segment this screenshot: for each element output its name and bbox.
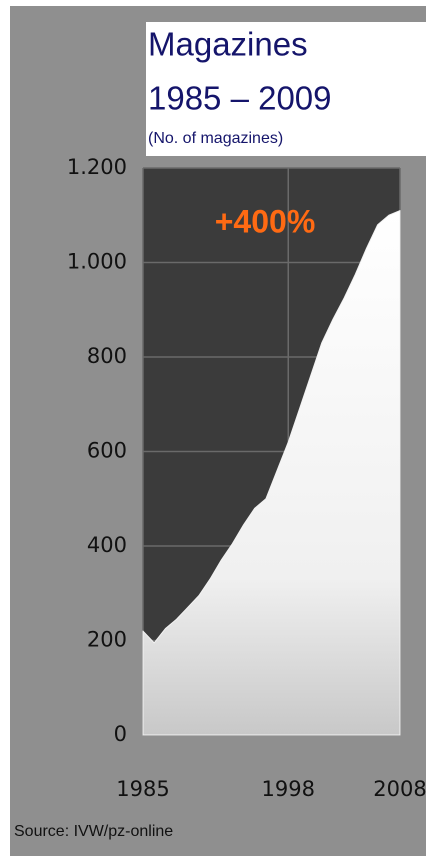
y-tick-label: 800	[87, 344, 127, 368]
x-tick-label: 1985	[116, 777, 169, 801]
y-tick-label: 400	[87, 533, 127, 557]
y-axis-label: (No. of magazines)	[148, 130, 283, 147]
annotation: +400%	[215, 203, 316, 239]
y-tick-label: 1.200	[67, 155, 127, 179]
y-tick-label: 0	[114, 722, 127, 746]
y-tick-label: 600	[87, 439, 127, 463]
chart-title: Magazines	[148, 26, 308, 63]
chart-subtitle: 1985 – 2009	[148, 80, 332, 117]
area	[142, 210, 401, 736]
x-tick-label: 2008	[373, 777, 426, 801]
source: Source: IVW/pz-online	[14, 823, 173, 840]
title-box	[146, 22, 426, 156]
x-tick-label: 1998	[262, 777, 315, 801]
y-tick-label: 200	[87, 628, 127, 652]
y-tick-label: 1.000	[67, 250, 127, 274]
